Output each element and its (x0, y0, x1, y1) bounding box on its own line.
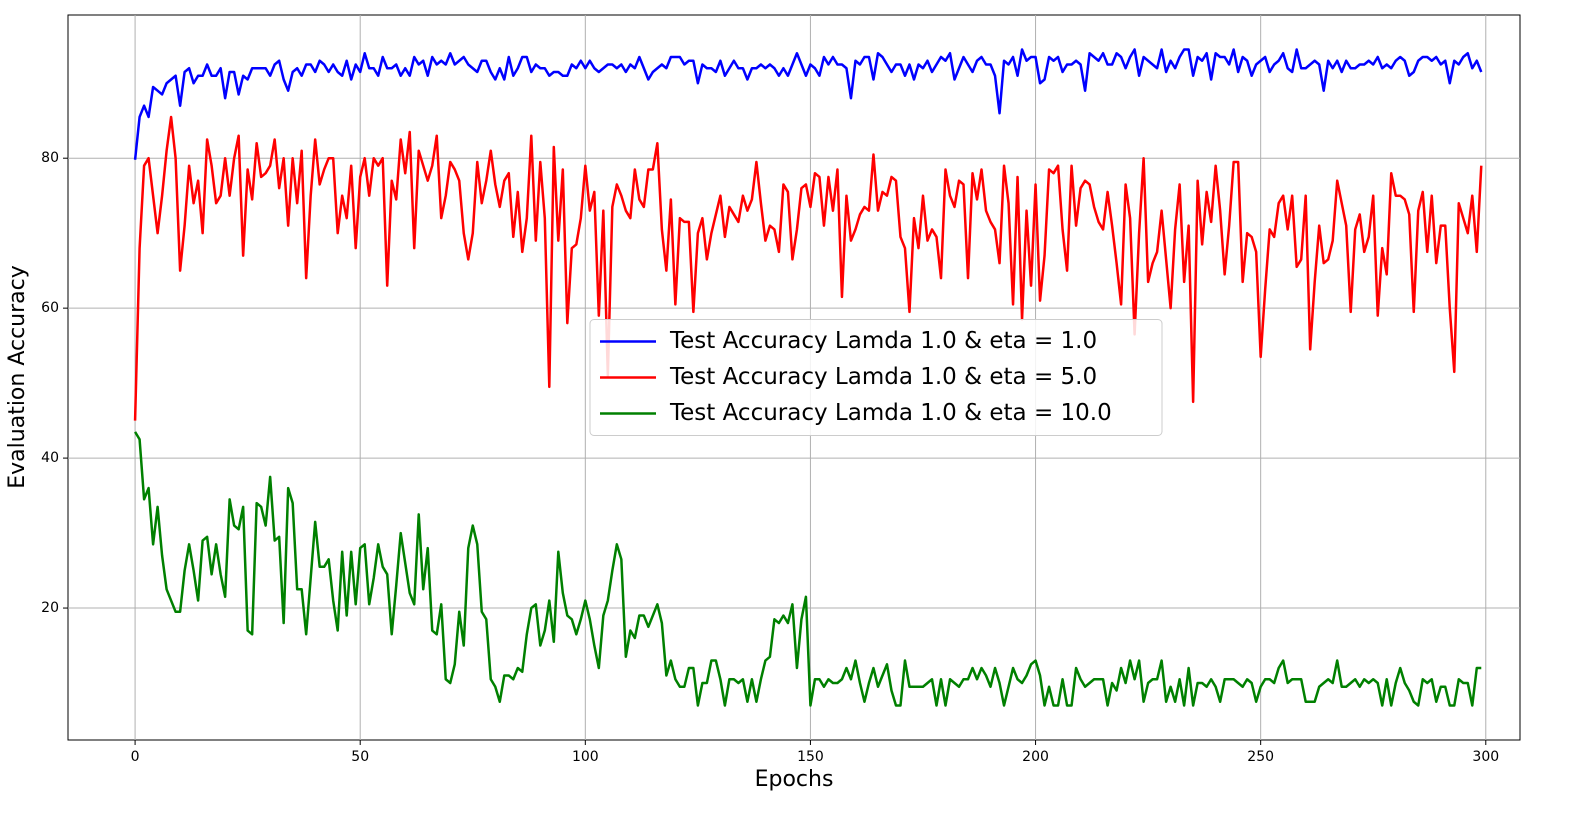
x-tick-label: 300 (1472, 749, 1499, 765)
x-tick-label: 200 (1022, 749, 1049, 765)
x-tick-label: 250 (1247, 749, 1274, 765)
legend-label: Test Accuracy Lamda 1.0 & eta = 1.0 (669, 328, 1097, 354)
series-line (133, 48, 1483, 160)
x-tick-label: 150 (797, 749, 824, 765)
y-tick-label: 60 (41, 300, 59, 316)
legend-box (589, 319, 1163, 436)
x-tick-label: 50 (351, 749, 369, 765)
legend-label: Test Accuracy Lamda 1.0 & eta = 5.0 (669, 364, 1097, 390)
y-tick-label: 80 (41, 150, 59, 166)
y-tick-label: 40 (41, 450, 59, 466)
x-tick-label: 100 (572, 749, 599, 765)
x-axis-label: Epochs (755, 767, 834, 792)
plot-frame (67, 14, 1521, 741)
legend-label: Test Accuracy Lamda 1.0 & eta = 10.0 (669, 400, 1112, 426)
y-tick-label: 20 (41, 600, 59, 616)
y-axis-label: Evaluation Accuracy (5, 265, 30, 489)
series-line (134, 431, 1482, 707)
series-line (133, 115, 1483, 421)
legend: Test Accuracy Lamda 1.0 & eta = 1.0 Test … (589, 319, 1163, 436)
x-tick-label: 0 (131, 749, 140, 765)
